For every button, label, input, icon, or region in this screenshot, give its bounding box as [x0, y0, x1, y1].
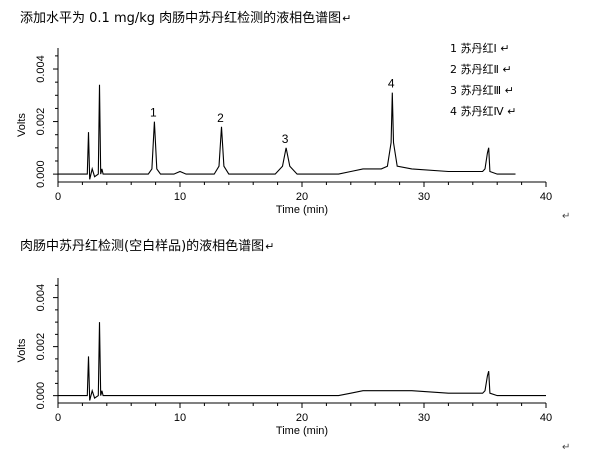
x-tick-label: 20: [296, 191, 308, 203]
y-axis-label: Volts: [16, 113, 28, 137]
chart1-title: 添加水平为 0.1 mg/kg 肉肠中苏丹红检测的液相色谱图↵: [20, 11, 352, 26]
x-tick-label: 40: [540, 191, 552, 203]
x-tick-label: 30: [418, 191, 430, 203]
x-tick-label: 30: [418, 412, 430, 424]
return-mark: ↵: [562, 211, 571, 222]
legend-entry: 2 苏丹红Ⅱ ↵: [450, 63, 512, 76]
return-mark: ↵: [562, 442, 571, 453]
chart2-svg: 0 10 20 30 40 0.000 0.002 0.004 Time (min) Volts: [16, 278, 552, 437]
y-tick-label: 0.002: [35, 333, 47, 361]
legend-entry: 1 苏丹红Ⅰ ↵: [450, 42, 509, 55]
x-tick-label: 10: [174, 412, 186, 424]
y-tick-label: 0.002: [35, 108, 47, 136]
y-tick-label: 0.004: [35, 284, 47, 312]
peak-label: 3: [282, 132, 289, 146]
x-axis-label: Time (min): [276, 425, 328, 437]
x-tick-label: 10: [174, 191, 186, 203]
chromatogram-line: [58, 84, 516, 180]
x-tick-label: 0: [55, 412, 61, 424]
x-axis-label: Time (min): [276, 204, 328, 216]
legend-entry: 4 苏丹红Ⅳ ↵: [450, 105, 516, 118]
chart2-title: 肉肠中苏丹红检测(空白样品)的液相色谱图↵: [20, 239, 275, 254]
peak-label: 2: [217, 111, 224, 125]
y-tick-label: 0.000: [35, 160, 47, 188]
x-tick-label: 40: [540, 412, 552, 424]
chromatogram-line: [58, 322, 546, 401]
x-tick-label: 0: [55, 191, 61, 203]
y-tick-label: 0.004: [35, 55, 47, 83]
chart1-svg: 0 10 20 30 40 0.000 0.002 0.004 Time (min) Volts 1…: [16, 42, 552, 216]
peak-label: 4: [388, 77, 395, 91]
y-axis-label: Volts: [16, 338, 28, 362]
axes: 0 10 20 30 40 0.000 0.002 0.004 Time (min) Volts: [16, 278, 552, 437]
peak-label: 1: [150, 106, 157, 120]
axes: 0 10 20 30 40 0.000 0.002 0.004 Time (min) Volts: [16, 48, 552, 216]
y-tick-label: 0.000: [35, 382, 47, 410]
legend-entry: 3 苏丹红Ⅲ ↵: [450, 84, 514, 97]
x-tick-label: 20: [296, 412, 308, 424]
